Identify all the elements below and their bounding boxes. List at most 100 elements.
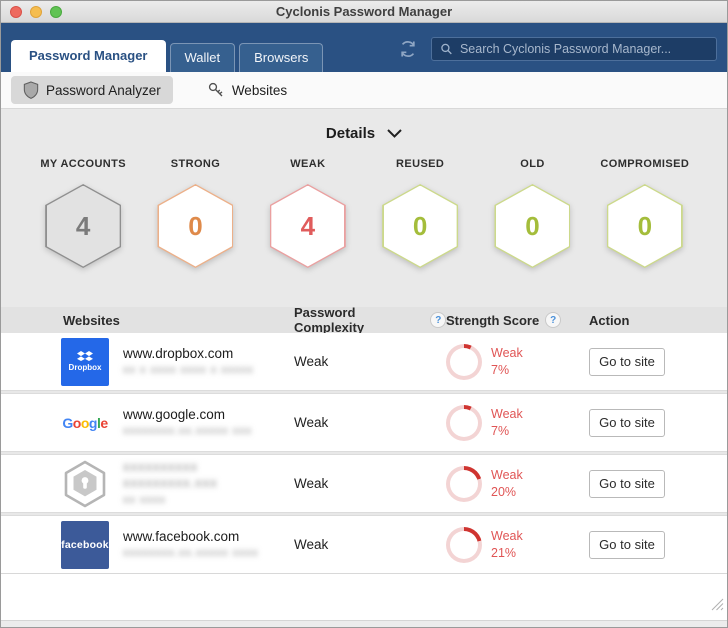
hexagon-badge: 0: [382, 184, 459, 268]
tab-browsers[interactable]: Browsers: [239, 43, 324, 72]
strength-label: Weak: [491, 407, 523, 422]
complexity-value: Weak: [294, 415, 329, 430]
facebook-site-icon: facebook: [61, 520, 109, 569]
websites-label: Websites: [231, 82, 288, 98]
stat-label: COMPROMISED: [600, 158, 690, 170]
details-toggle[interactable]: Details: [1, 109, 727, 142]
stat-label: WEAK: [290, 158, 326, 170]
go-to-site-button[interactable]: Go to site: [589, 347, 665, 376]
hexagon-badge: 4: [269, 184, 346, 268]
main-tabs: Password Manager Wallet Browsers: [11, 40, 324, 72]
site-url: www.dropbox.com: [123, 345, 234, 361]
strength-percent: 21%: [491, 545, 517, 560]
site-url: www.facebook.com: [123, 528, 240, 544]
stat-value: 0: [608, 185, 682, 267]
keyhole-hexagon-icon: [64, 460, 106, 507]
window-footer: [1, 620, 727, 627]
window-title: Cyclonis Password Manager: [275, 4, 453, 19]
table-row-dropbox: Dropbox www.dropbox.com xx x xxxx xxxx x…: [1, 333, 727, 390]
strength-ring: [446, 526, 482, 563]
tab-password-manager[interactable]: Password Manager: [11, 40, 166, 72]
shield-icon: [23, 81, 39, 99]
stat-weak: WEAK 4: [252, 158, 364, 268]
dropbox-site-icon: Dropbox: [61, 337, 109, 386]
stat-label: OLD: [520, 158, 545, 170]
main-header: Password Manager Wallet Browsers: [1, 23, 727, 72]
complexity-help-icon[interactable]: ?: [430, 312, 446, 328]
facebook-wordmark: facebook: [61, 538, 109, 551]
empty-table-area: [1, 573, 727, 620]
stat-value: 0: [383, 185, 457, 267]
websites-button[interactable]: Websites: [195, 76, 299, 104]
stat-label: MY ACCOUNTS: [40, 158, 126, 170]
key-icon: [208, 82, 223, 97]
go-to-site-button[interactable]: Go to site: [589, 469, 665, 498]
sync-icon: [401, 41, 415, 57]
google-site-icon: Google: [61, 399, 109, 447]
redacted-site-name: xxxxxxxxxx xxxxxxxxx.xxx: [123, 458, 218, 491]
analyzer-stats-section: Details MY ACCOUNTS 4 STRONG 0 WEAK: [1, 109, 727, 307]
dropbox-glyph-icon: [77, 351, 93, 361]
stat-old: OLD 0: [476, 158, 588, 268]
complexity-value: Weak: [294, 476, 329, 491]
generic-site-icon: [61, 460, 109, 508]
table-row-facebook: facebook www.facebook.com xxxxxxxx.xx.xx…: [1, 516, 727, 573]
hexagon-badge: 0: [606, 184, 683, 268]
col-strength-score: Strength Score: [446, 312, 540, 328]
google-wordmark: Google: [62, 414, 108, 431]
table-header: Websites Password Complexity ? Strength …: [1, 305, 727, 335]
strength-label: Weak: [491, 346, 523, 361]
search-input[interactable]: [459, 42, 708, 56]
close-window-button[interactable]: [10, 5, 22, 18]
redacted-username: xx x xxxx xxxx x xxxxx: [123, 363, 254, 376]
strength-help-icon[interactable]: ?: [545, 312, 562, 328]
strength-ring: [446, 465, 482, 502]
col-websites: Websites: [63, 312, 120, 328]
redacted-username: xxxxxxxx.xx.xxxxx xxxx: [123, 546, 259, 559]
strength-label: Weak: [491, 468, 523, 483]
stat-value: 0: [495, 185, 569, 267]
stat-value: 0: [158, 185, 232, 267]
search-box[interactable]: [431, 37, 717, 61]
stats-row: MY ACCOUNTS 4 STRONG 0 WEAK 4 REUSED: [1, 158, 727, 268]
col-action: Action: [589, 312, 630, 328]
stat-strong: STRONG 0: [139, 158, 251, 268]
redacted-username: xxxxxxxx.xx.xxxxx xxx: [123, 424, 253, 437]
go-to-site-button[interactable]: Go to site: [589, 530, 665, 559]
row-separator: [1, 390, 727, 394]
row-separator: [1, 512, 727, 516]
strength-ring: [446, 343, 482, 380]
minimize-window-button[interactable]: [30, 5, 42, 18]
table-row-generic: xxxxxxxxxx xxxxxxxxx.xxx xx xxxx Weak We…: [1, 455, 727, 512]
table-row-google: Google www.google.com xxxxxxxx.xx.xxxxx …: [1, 394, 727, 451]
sub-toolbar: Password Analyzer Websites: [1, 72, 727, 109]
details-label: Details: [325, 125, 376, 142]
complexity-value: Weak: [294, 537, 329, 552]
stat-my-accounts: MY ACCOUNTS 4: [27, 158, 139, 268]
strength-ring: [446, 404, 482, 441]
tab-wallet[interactable]: Wallet: [169, 43, 236, 72]
strength-percent: 7%: [491, 423, 510, 438]
stat-compromised: COMPROMISED 0: [589, 158, 701, 268]
stat-value: 4: [46, 185, 120, 267]
zoom-window-button[interactable]: [50, 5, 62, 18]
password-analyzer-button[interactable]: Password Analyzer: [11, 76, 173, 104]
resize-grip[interactable]: [711, 598, 724, 611]
hexagon-badge: 0: [494, 184, 571, 268]
col-password-complexity: Password Complexity: [294, 305, 365, 335]
strength-percent: 20%: [491, 484, 517, 499]
password-analyzer-label: Password Analyzer: [46, 82, 161, 98]
chevron-down-icon: [387, 129, 402, 138]
stat-reused: REUSED 0: [364, 158, 476, 268]
site-url: www.google.com: [123, 406, 226, 422]
traffic-lights: [10, 5, 62, 18]
dropbox-wordmark: Dropbox: [68, 363, 102, 372]
complexity-value: Weak: [294, 354, 329, 369]
strength-label: Weak: [491, 529, 523, 544]
hexagon-badge: 0: [157, 184, 234, 268]
go-to-site-button[interactable]: Go to site: [589, 408, 665, 437]
refresh-button[interactable]: [397, 38, 419, 60]
search-icon: [441, 43, 452, 55]
strength-percent: 7%: [491, 362, 510, 377]
